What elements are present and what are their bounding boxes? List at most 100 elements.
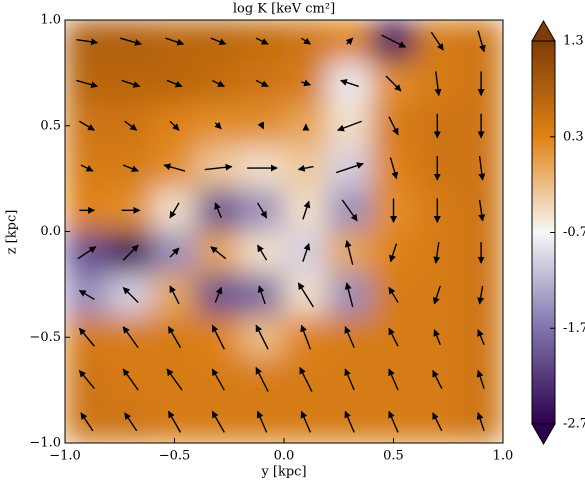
arrow: [345, 37, 354, 46]
arrow: [167, 410, 182, 433]
arrow: [122, 368, 139, 391]
quiver: [76, 30, 486, 433]
arrow: [388, 116, 399, 136]
arrow: [78, 370, 95, 389]
arrow: [211, 368, 225, 391]
x-axis-label: y [kpc]: [260, 465, 306, 480]
arrow: [434, 71, 442, 97]
arrow: [300, 410, 312, 433]
y-axis-label: z [kpc]: [5, 210, 20, 255]
arrow: [432, 412, 443, 432]
y-tick-label: 0.5: [40, 118, 61, 133]
y-tick-label: −0.5: [29, 330, 61, 345]
arrow: [77, 246, 97, 260]
arrow: [432, 285, 441, 305]
arrow: [476, 369, 485, 389]
arrow: [166, 368, 183, 391]
arrow: [122, 244, 139, 261]
arrow: [257, 285, 266, 305]
arrow: [344, 410, 355, 433]
arrow: [301, 79, 312, 87]
arrow: [166, 79, 183, 88]
arrow: [210, 246, 227, 260]
arrow: [299, 366, 313, 392]
arrow: [476, 412, 485, 432]
arrow: [214, 286, 223, 303]
arrow: [124, 412, 138, 432]
arrow: [430, 31, 444, 51]
arrow: [302, 242, 311, 262]
colorbar-tick-label: 0.3: [563, 129, 584, 144]
arrow: [340, 79, 359, 88]
arrow: [169, 247, 180, 258]
arrow: [169, 120, 180, 131]
arrow: [388, 368, 399, 391]
arrow: [214, 121, 222, 130]
colorbar-tick-label: -0.7: [563, 225, 585, 240]
arrow: [79, 120, 96, 131]
arrow: [341, 199, 358, 222]
arrow: [385, 75, 402, 92]
arrow: [297, 164, 314, 172]
x-tick-label: −0.5: [159, 449, 191, 464]
x-tick-label: 0.5: [383, 449, 404, 464]
arrow: [301, 37, 311, 45]
arrow: [211, 410, 225, 433]
arrow: [256, 202, 268, 219]
arrow: [169, 285, 180, 305]
arrow: [381, 34, 407, 48]
arrow: [344, 239, 354, 265]
arrow: [124, 120, 138, 131]
x-tick-label: −1.0: [49, 449, 81, 464]
arrow: [214, 202, 222, 219]
arrow: [344, 368, 355, 391]
arrow: [163, 163, 186, 172]
arrow: [121, 79, 141, 88]
arrow: [337, 120, 362, 132]
arrow: [78, 327, 95, 347]
arrow: [165, 37, 185, 46]
y-tick-label: 1.0: [40, 13, 61, 28]
y-tick-label: −1.0: [29, 436, 61, 451]
arrow: [122, 286, 139, 303]
arrow: [477, 30, 486, 53]
arrow: [388, 327, 399, 347]
arrow: [335, 162, 364, 174]
arrow: [344, 282, 354, 308]
arrow: [297, 282, 314, 308]
arrow: [432, 369, 443, 389]
arrow: [477, 285, 485, 305]
arrow: [120, 37, 142, 46]
arrow: [76, 38, 99, 46]
arrow: [389, 157, 399, 180]
x-tick-label: 0.0: [274, 449, 295, 464]
arrow: [433, 242, 441, 264]
arrow: [80, 412, 94, 432]
arrow: [257, 121, 265, 130]
arrow: [169, 202, 180, 219]
arrow: [478, 155, 486, 181]
arrow: [80, 164, 94, 172]
arrow: [122, 164, 139, 172]
arrow: [256, 410, 268, 433]
chart-title: log K [keV cm²]: [233, 2, 335, 17]
arrow: [204, 163, 233, 171]
colorbar: [532, 41, 555, 424]
arrow: [255, 366, 269, 392]
arrow: [344, 326, 355, 349]
arrow: [211, 324, 225, 350]
arrow: [255, 79, 269, 88]
colorbar-extend-top: [531, 19, 556, 42]
arrow: [478, 199, 486, 222]
arrow: [255, 324, 269, 350]
arrow: [76, 79, 99, 89]
arrow: [210, 37, 227, 46]
colorbar-tick-label: -2.7: [563, 417, 585, 432]
arrow: [388, 410, 399, 433]
arrow: [255, 37, 269, 45]
arrow: [388, 286, 399, 303]
arrow: [256, 244, 268, 261]
